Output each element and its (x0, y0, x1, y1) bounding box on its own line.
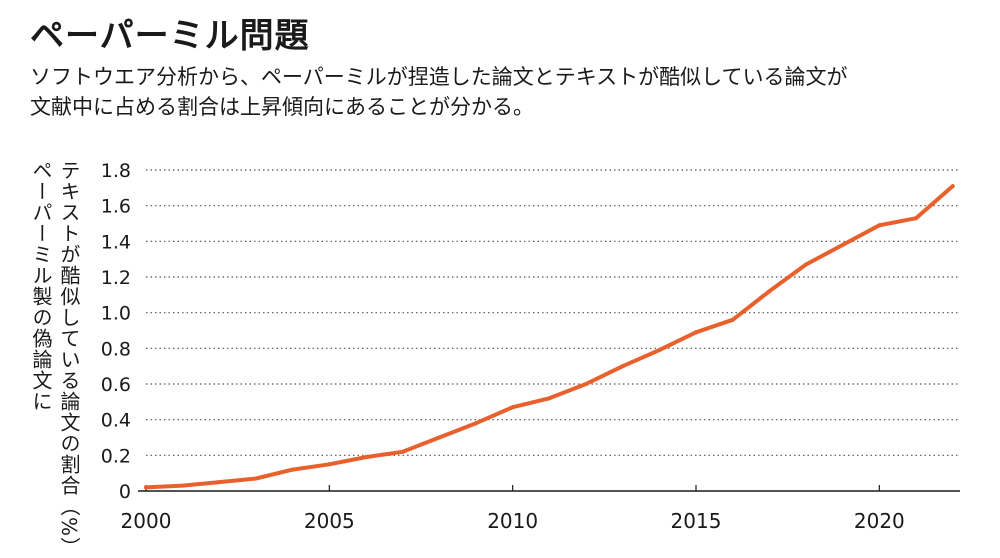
tick-labels: 0 0.2 0.4 0.6 0.8 1.0 1.2 1.4 1.6 1.8 2000 2005 2010… (101, 160, 905, 533)
line-chart: 0 0.2 0.4 0.6 0.8 1.0 1.2 1.4 1.6 1.8 2000 2005 2010… (101, 160, 960, 533)
data-point (254, 476, 258, 481)
subtitle-line-2: 文献中に占める割合は上昇傾向にあることが分かる。 (30, 95, 534, 119)
y-tick-label: 1.0 (101, 303, 131, 325)
data-point (217, 480, 222, 485)
y-tick-label: 0.2 (101, 445, 131, 467)
y-axis-label-line-1: テキストが酷似している論文の割合（%） (57, 160, 81, 558)
x-tick-label: 2010 (487, 509, 538, 533)
chart-title: ペーパーミル問題 (30, 16, 310, 56)
data-point (437, 435, 442, 440)
y-tick-label: 0.8 (101, 338, 131, 360)
y-tick-label: 1.6 (101, 196, 131, 218)
data-point (877, 223, 882, 228)
x-tick-label: 2015 (671, 509, 722, 533)
x-tick-label: 2020 (854, 509, 905, 533)
y-tick-label: 0 (119, 481, 131, 503)
y-tick-label: 0.6 (101, 374, 131, 396)
series (144, 184, 955, 490)
x-tick-label: 2000 (121, 509, 172, 533)
data-point (840, 242, 845, 247)
data-point (180, 483, 185, 488)
data-point (657, 348, 662, 353)
grid-lines (146, 169, 960, 456)
y-tick-label: 1.4 (101, 231, 131, 253)
y-tick-label: 1.8 (101, 160, 131, 182)
data-point (694, 330, 698, 335)
data-point (584, 382, 588, 386)
x-tick-label: 2005 (304, 509, 355, 533)
axes (138, 485, 960, 492)
data-point (327, 462, 332, 467)
y-tick-label: 0.4 (101, 410, 131, 432)
y-axis-label-line-2: ペーパーミル製の偽論文に (29, 160, 53, 412)
data-point (364, 455, 368, 460)
subtitle-line-1: ソフトウエア分析から、ペーパーミルが捏造した論文とテキストが酷似している論文が (30, 65, 848, 89)
data-point (400, 449, 405, 454)
data-point (290, 467, 295, 472)
data-point (510, 405, 515, 410)
chart-subtitle: ソフトウエア分析から、ペーパーミルが捏造した論文とテキストが酷似している論文が … (30, 62, 970, 122)
data-point (547, 396, 552, 401)
data-point (767, 289, 772, 294)
data-point (914, 216, 918, 221)
data-point (620, 364, 625, 369)
data-point (804, 262, 808, 267)
data-point (730, 317, 735, 322)
data-point (144, 485, 148, 490)
series-line (144, 184, 955, 490)
data-point (950, 184, 955, 189)
y-tick-label: 1.2 (101, 267, 131, 289)
data-point (474, 421, 478, 426)
